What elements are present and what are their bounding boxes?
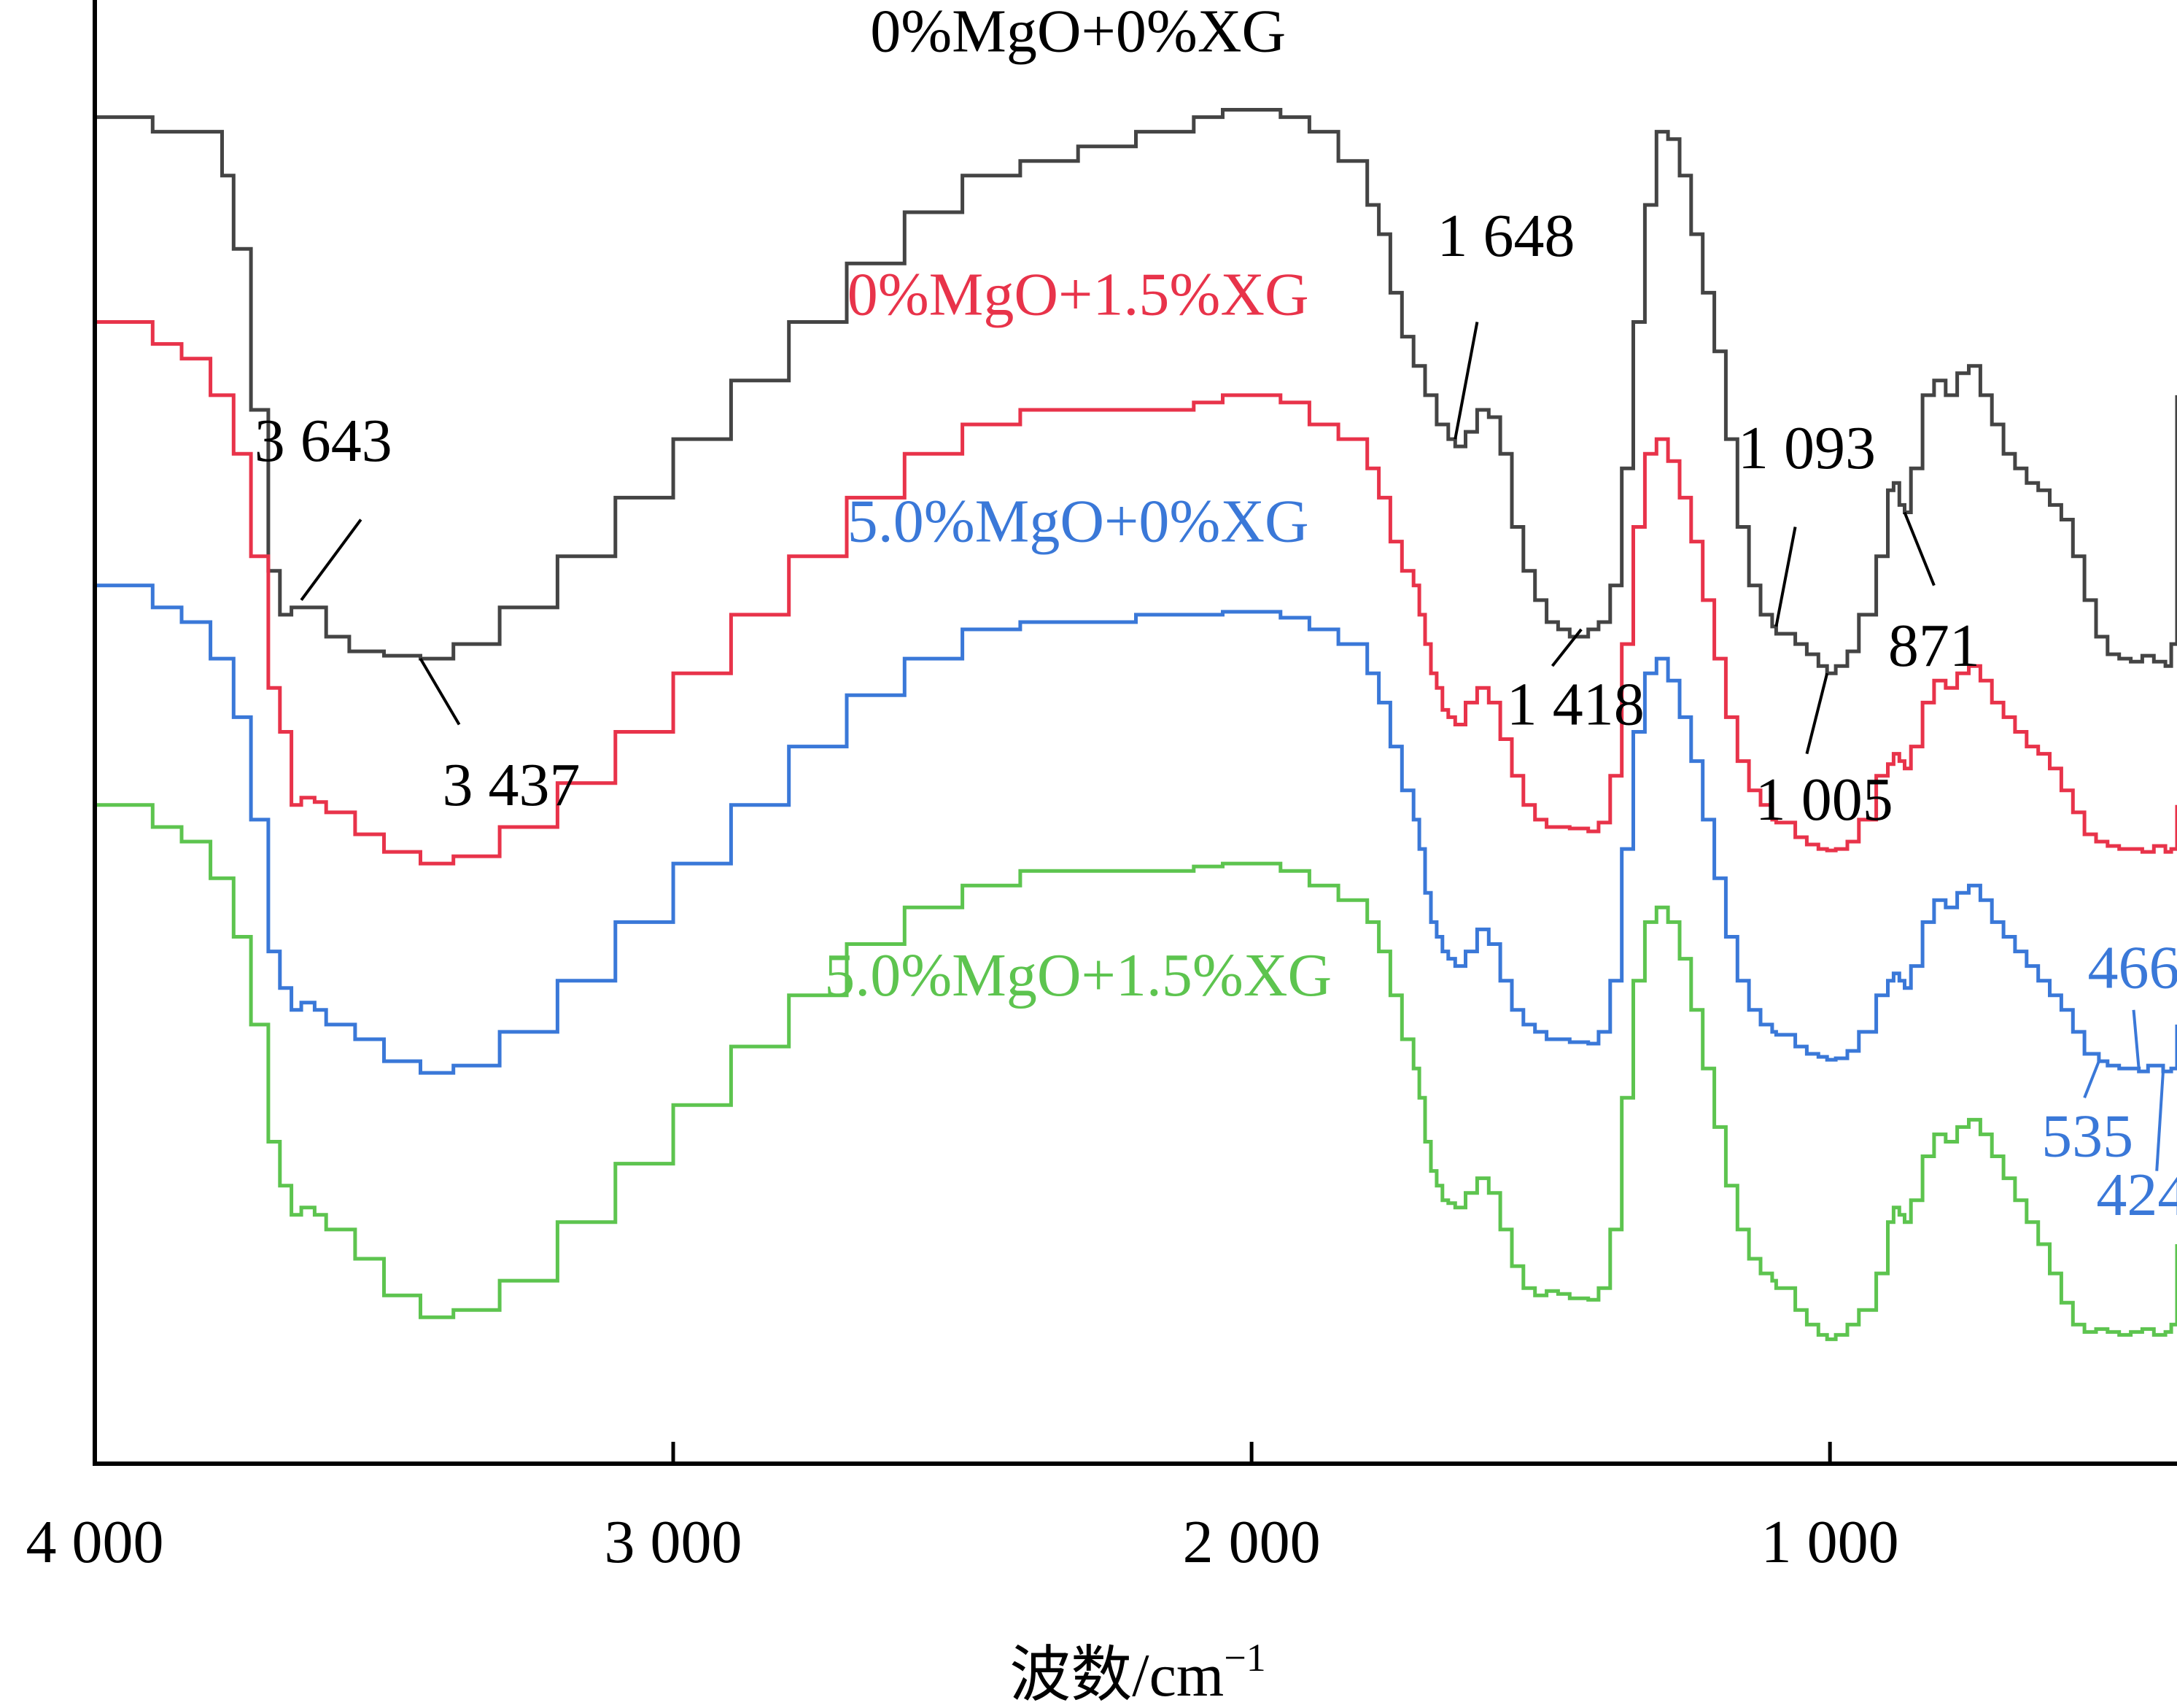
annotation-leader-line [2155,1071,2165,1171]
x-tick-label: 3 000 [605,1508,742,1576]
annotation-leader-line [1551,628,1583,667]
series-line-3 [95,583,2177,1075]
x-ticks: 4 000 3 000 2 000 1 000 [26,1442,1899,1576]
x-tick-label: 2 000 [1183,1508,1321,1576]
x-tick-label: 1 000 [1761,1508,1899,1576]
series-label: 0%MgO+0%XG [870,0,1286,65]
annotation-leader-line [2083,1060,2100,1098]
annotation-leader-line [1903,511,1936,586]
peak-label: 1 648 [1437,202,1575,270]
annotation-leader-line [1454,322,1479,440]
series-label: 0%MgO+1.5%XG [847,261,1309,329]
annotation-leader-line [1774,527,1797,627]
peak-label: 424 [2096,1161,2177,1229]
peak-label: 1 418 [1507,670,1645,738]
peak-label: 1 005 [1755,766,1893,834]
series-line-2 [95,320,2177,866]
annotation-leader-line [419,658,461,726]
peak-label: 466 [2088,934,2177,1002]
peak-label: 871 [1888,612,1980,680]
peak-label: 1 093 [1738,414,1876,482]
axes [93,0,2177,1466]
series-labels: 0%MgO+0%XG 0%MgO+1.5%XG 5.0%MgO+0%XG 5.0%Mg… [824,0,1332,1009]
x-axis-title: 波数/cm−1 [1009,1636,1265,1708]
series-line-4 [95,803,2177,1341]
x-axis-title-superscript: −1 [1224,1636,1265,1680]
peak-label: 3 437 [443,751,581,819]
x-tick-label: 4 000 [26,1508,164,1576]
peak-label: 535 [2041,1103,2133,1171]
series-line-1 [95,108,2177,675]
series-label: 5.0%MgO+0%XG [847,488,1309,556]
peak-label: 3 643 [255,407,392,475]
annotation-leader-line [300,519,362,602]
peak-annotations: 3 643 3 437 1 648 1 418 1 093 1 005 871 466 5354… [255,202,2177,1229]
series-label: 5.0%MgO+1.5%XG [824,942,1332,1009]
spectrum-curves [95,108,2177,1341]
annotation-leader-line [1805,672,1829,755]
annotation-leader-line [2132,1009,2141,1069]
